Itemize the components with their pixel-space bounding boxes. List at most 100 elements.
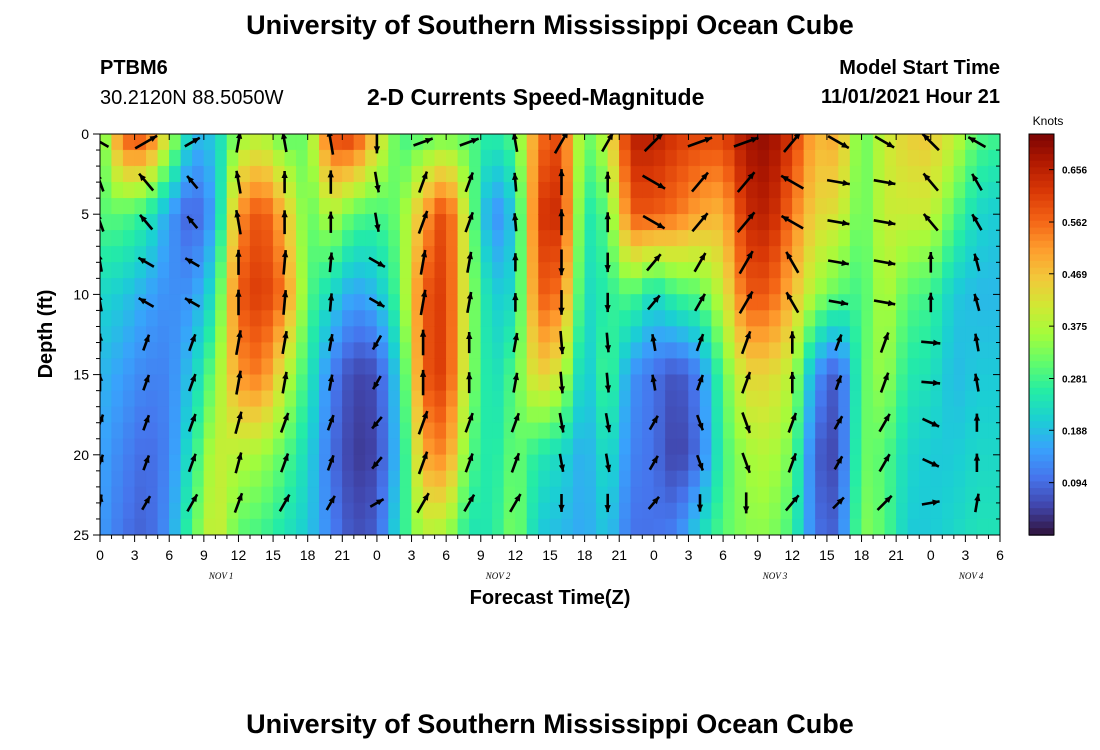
heatmap-cell (261, 342, 274, 360)
heatmap-cell (792, 198, 805, 215)
heatmap-cell (746, 358, 759, 376)
current-arrow (100, 373, 104, 392)
heatmap-cell (330, 342, 344, 360)
heatmap-cell (861, 198, 874, 215)
heatmap-cell (307, 470, 320, 488)
heatmap-cell (896, 181, 909, 199)
colorbar-band (1028, 167, 1055, 175)
heatmap-cell (445, 406, 459, 424)
heatmap-cell (215, 422, 228, 440)
heatmap-cell (699, 198, 713, 215)
heatmap-cell (480, 374, 494, 392)
heatmap-cell (803, 358, 817, 376)
heatmap-cell (203, 518, 217, 535)
heatmap-cell (353, 326, 367, 344)
heatmap-cell (538, 422, 551, 440)
heatmap-cell (307, 310, 320, 328)
current-arrow (604, 412, 612, 433)
heatmap-cell (619, 230, 632, 248)
current-arrow (137, 256, 155, 268)
x-tick-label: 0 (96, 547, 104, 563)
heatmap-cell (411, 198, 424, 215)
heatmap-cell (907, 358, 920, 376)
heatmap-cell (780, 470, 794, 488)
heatmap-cell (988, 278, 1000, 296)
heatmap-cell (295, 134, 309, 151)
heatmap-cell (192, 502, 205, 520)
heatmap-cell (826, 310, 840, 328)
heatmap-cell (619, 310, 632, 328)
heatmap-cell (330, 502, 344, 520)
heatmap-cell (746, 438, 759, 456)
heatmap-cell (699, 470, 713, 488)
heatmap-cell (422, 502, 436, 520)
current-arrow (921, 134, 940, 152)
heatmap-cell (907, 134, 920, 151)
current-arrow (695, 374, 705, 391)
current-arrow (510, 412, 521, 433)
heatmap-cell (988, 230, 1000, 248)
heatmap-cell (480, 198, 494, 215)
current-arrow (604, 212, 611, 233)
heatmap-cell (584, 310, 597, 328)
heatmap-cell (988, 165, 1000, 183)
heatmap-cell (896, 422, 909, 440)
current-arrow (733, 136, 759, 148)
current-arrow (134, 134, 158, 150)
heatmap-cell (215, 374, 228, 392)
heatmap-cell (757, 198, 770, 215)
heatmap-cell (965, 149, 978, 167)
heatmap-cell (792, 358, 805, 376)
heatmap-cell (676, 390, 690, 408)
current-arrow (834, 334, 843, 352)
heatmap-cell (722, 502, 736, 520)
heatmap-cell (457, 518, 470, 535)
heatmap-cell (469, 230, 482, 248)
heatmap-cell (722, 326, 736, 344)
current-arrow (973, 293, 981, 312)
current-arrow (687, 136, 713, 148)
heatmap-cell (907, 326, 920, 344)
heatmap-cell (180, 149, 194, 167)
heatmap-cell (861, 518, 874, 535)
heatmap-cell (907, 198, 920, 215)
heatmap-cell (538, 214, 551, 231)
heatmap-cell (100, 149, 113, 167)
heatmap-cell (376, 438, 390, 456)
heatmap-cell (399, 486, 413, 504)
heatmap-cell (192, 149, 205, 167)
heatmap-cell (307, 358, 320, 376)
colorbar-band (1028, 160, 1055, 169)
heatmap-cell (526, 342, 540, 360)
heatmap-cell (688, 278, 701, 296)
current-arrow (693, 252, 707, 273)
heatmap-cell (965, 438, 978, 456)
heatmap-cell (849, 358, 863, 376)
heatmap-cell (757, 310, 770, 328)
heatmap-cell (942, 149, 955, 167)
heatmap-cell (607, 358, 620, 376)
heatmap-cell (838, 278, 851, 296)
heatmap-cell (365, 278, 378, 296)
heatmap-cell (722, 310, 736, 328)
heatmap-cell (434, 390, 447, 408)
heatmap-cell (330, 438, 344, 456)
heatmap-cell (457, 310, 470, 328)
colorbar-tick-label: 0.375 (1062, 322, 1087, 333)
current-arrow (785, 251, 800, 274)
heatmap-cell (711, 294, 724, 312)
heatmap-cell (665, 422, 678, 440)
heatmap-cell (676, 165, 690, 183)
heatmap-cell (907, 214, 920, 231)
heatmap-cell (896, 134, 909, 151)
heatmap-cell (480, 165, 494, 183)
heatmap-cell (896, 262, 909, 280)
heatmap-cell (930, 230, 944, 248)
current-arrow (873, 219, 896, 226)
heatmap-cell (145, 422, 159, 440)
heatmap-cell (815, 310, 828, 328)
heatmap-cell (480, 230, 494, 248)
heatmap-cell (376, 454, 390, 472)
heatmap-cell (942, 438, 955, 456)
